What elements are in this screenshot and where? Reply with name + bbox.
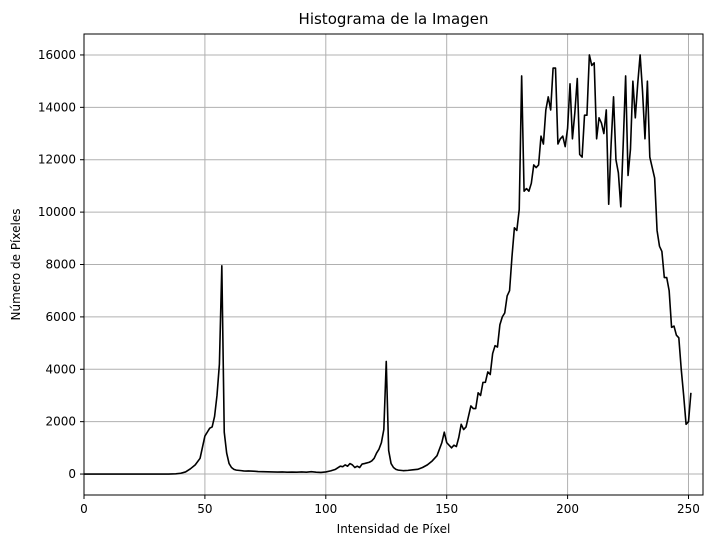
y-tick-label: 2000 xyxy=(45,415,76,429)
x-tick-label: 100 xyxy=(314,502,337,516)
x-tick-label: 150 xyxy=(435,502,458,516)
y-axis: 0 2000 4000 6000 8000 10000 12000 14000 16000 xyxy=(38,48,84,481)
x-tick-label: 250 xyxy=(677,502,700,516)
y-tick-label: 4000 xyxy=(45,362,76,376)
x-tick-label: 0 xyxy=(80,502,88,516)
chart-title: Histograma de la Imagen xyxy=(299,10,489,28)
y-tick-label: 8000 xyxy=(45,258,76,272)
x-axis-label: Intensidad de Píxel xyxy=(337,522,451,536)
grid xyxy=(83,34,703,495)
y-tick-label: 16000 xyxy=(38,48,76,62)
y-tick-label: 6000 xyxy=(45,310,76,324)
y-tick-label: 0 xyxy=(68,467,76,481)
y-tick-label: 10000 xyxy=(38,205,76,219)
x-tick-label: 200 xyxy=(556,502,579,516)
y-tick-label: 12000 xyxy=(38,153,76,167)
x-axis: 0 50 100 150 200 250 xyxy=(80,495,700,516)
x-tick-label: 50 xyxy=(197,502,212,516)
y-tick-label: 14000 xyxy=(38,100,76,114)
y-axis-label: Número de Píxeles xyxy=(9,209,23,321)
histogram-series-line xyxy=(84,54,692,475)
